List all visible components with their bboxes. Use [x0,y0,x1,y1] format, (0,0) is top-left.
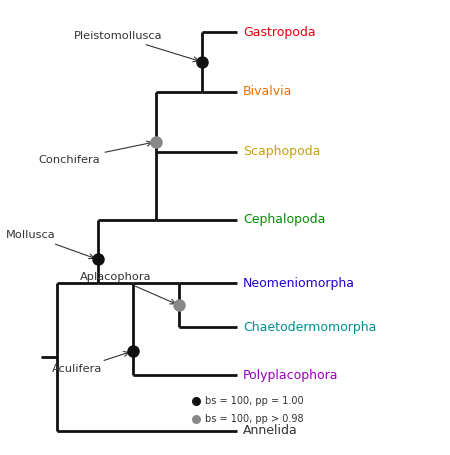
Text: Mollusca: Mollusca [6,231,94,259]
Text: Neomeniomorpha: Neomeniomorpha [243,277,355,290]
Text: Chaetodermomorpha: Chaetodermomorpha [243,321,376,334]
Text: Cephalopoda: Cephalopoda [243,213,325,226]
Text: bs = 100, pp = 1.00: bs = 100, pp = 1.00 [205,396,304,406]
Text: Polyplacophora: Polyplacophora [243,369,338,382]
Text: bs = 100, pp > 0.98: bs = 100, pp > 0.98 [205,414,304,424]
Text: Annelida: Annelida [243,425,297,437]
Text: Bivalvia: Bivalvia [243,86,292,98]
Text: Aculifera: Aculifera [52,352,129,374]
Text: Aplacophora: Aplacophora [80,273,176,304]
Text: Gastropoda: Gastropoda [243,25,315,39]
Text: Scaphopoda: Scaphopoda [243,145,320,158]
Text: Conchifera: Conchifera [38,141,152,165]
Text: Pleistomollusca: Pleistomollusca [74,31,198,62]
